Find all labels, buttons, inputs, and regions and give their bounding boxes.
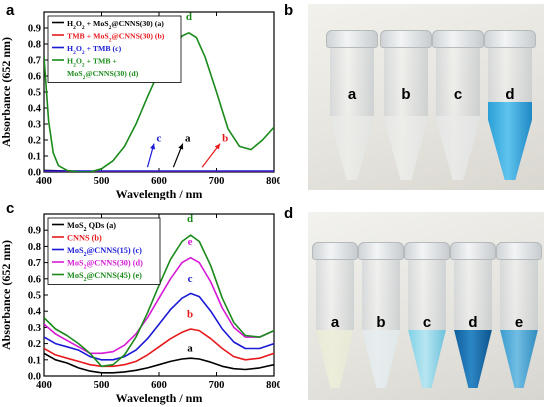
y-tick-label: 0.2 (28, 136, 41, 147)
legend-entry: CNNS (b) (67, 234, 102, 243)
curve-annotation: c (188, 273, 193, 285)
series-line-c (44, 292, 274, 361)
x-tick-label: 800 (266, 176, 280, 187)
y-tick-label: 0.7 (28, 258, 41, 269)
curve-annotation: c (157, 133, 162, 145)
y-tick-label: 0.7 (28, 56, 41, 67)
panel-label-c: c (6, 200, 15, 217)
vial-b-c: c (432, 30, 484, 180)
panel-label-b: b (284, 2, 294, 19)
vial-b-a: a (326, 30, 378, 180)
y-axis-label: Absorbance (652 nm) (0, 240, 13, 350)
vial-label: a (330, 314, 340, 331)
photo-vials-b: a b c d (308, 4, 544, 190)
photo-vials-d: a b c d e (308, 212, 544, 400)
x-tick-label: 500 (94, 380, 110, 391)
vial-d-a: a (312, 242, 358, 388)
y-tick-label: 0.0 (28, 372, 41, 383)
series-line-d (44, 256, 274, 355)
y-tick-label: 0.5 (28, 88, 41, 99)
y-tick-label: 0.9 (28, 24, 41, 35)
y-tick-label: 0.5 (28, 291, 41, 302)
y-tick-label: 0.6 (28, 72, 41, 83)
y-tick-label: 0.8 (28, 40, 41, 51)
vial-label: d (505, 86, 515, 103)
vial-d-e: e (496, 242, 542, 388)
series-line-d (44, 31, 274, 172)
panel-label-d: d (284, 205, 294, 222)
vial-d-b: b (358, 242, 404, 388)
vial-label: b (376, 314, 386, 331)
y-tick-label: 0.3 (28, 323, 41, 334)
x-tick-label: 500 (94, 176, 110, 187)
curve-annotation: d (186, 11, 192, 23)
curve-annotation: a (187, 343, 193, 355)
y-tick-label: 0.4 (28, 307, 42, 318)
legend-entry: MoS2@CNNS(30) (d) (67, 259, 143, 271)
x-axis-label: Wavelength / nm (116, 391, 203, 405)
legend-entry: MoS2@CNNS(15) (c) (67, 246, 142, 258)
series-line-e (44, 234, 274, 368)
vial-label: a (347, 86, 357, 103)
vial-b-b: b (380, 30, 432, 180)
series-line-b (44, 328, 274, 368)
legend-entry: MoS2@CNNS(30) (d) (67, 69, 139, 81)
x-tick-label: 600 (151, 380, 167, 391)
panel-label-a: a (6, 2, 15, 19)
vial-d-c: c (404, 242, 450, 388)
y-tick-label: 0.9 (28, 226, 41, 237)
vial-d-d: d (450, 242, 496, 388)
legend-entry: MoS2 QDs (a) (67, 221, 116, 233)
curve-annotation: b (187, 309, 193, 321)
legend-entry: MoS2@CNNS(45) (e) (67, 271, 142, 283)
x-tick-label: 700 (209, 380, 225, 391)
legend-entry: H2O2 + TMB (c) (67, 44, 122, 56)
x-tick-label: 800 (266, 380, 280, 391)
x-tick-label: 400 (36, 176, 52, 187)
vial-label: d (468, 314, 478, 331)
x-tick-label: 400 (36, 380, 52, 391)
legend-entry: TMB + MoS2@CNNS(30) (b) (67, 32, 165, 44)
y-axis-label: Absorbance (652 nm) (0, 37, 13, 147)
y-tick-label: 0.0 (28, 168, 41, 179)
vial-label: b (401, 86, 411, 103)
curve-annotation: a (185, 133, 191, 145)
curve-annotation: d (187, 213, 193, 225)
annotation-arrowhead (150, 143, 156, 150)
absorbance-chart-a: 400 500 600 700 800 0.0 0.1 0.2 0.3 0.4 0.5 0.6 0.7 0… (0, 11, 280, 200)
annotation-arrowhead (214, 143, 221, 150)
series-line-a (44, 352, 274, 374)
legend-box (47, 217, 161, 285)
y-tick-label: 0.3 (28, 120, 41, 131)
vial-label: e (514, 314, 524, 331)
legend-entry: H2O2 + TMB + (67, 57, 118, 69)
y-tick-label: 0.2 (28, 339, 41, 350)
x-tick-label: 700 (209, 176, 225, 187)
x-axis-label: Wavelength / nm (116, 187, 203, 200)
y-tick-label: 0.1 (28, 355, 41, 366)
curve-annotation: e (188, 236, 193, 248)
y-tick-label: 0.8 (28, 242, 41, 253)
legend-entry: H2O2 + MoS2@CNNS(30) (a) (67, 19, 164, 31)
absorbance-chart-c: 400 500 600 700 800 0.0 0.1 0.2 0.3 0.4 0.5 0.6 0.7 0… (0, 213, 280, 405)
y-tick-label: 0.1 (28, 152, 41, 163)
vial-label: c (422, 314, 432, 331)
legend-box (47, 15, 182, 83)
y-tick-label: 0.6 (28, 274, 41, 285)
y-tick-label: 0.4 (28, 104, 42, 115)
x-tick-label: 600 (151, 176, 167, 187)
curve-annotation: b (222, 133, 228, 145)
vial-label: c (453, 86, 463, 103)
vial-b-d: d (484, 30, 536, 180)
annotation-arrowhead (178, 143, 184, 150)
